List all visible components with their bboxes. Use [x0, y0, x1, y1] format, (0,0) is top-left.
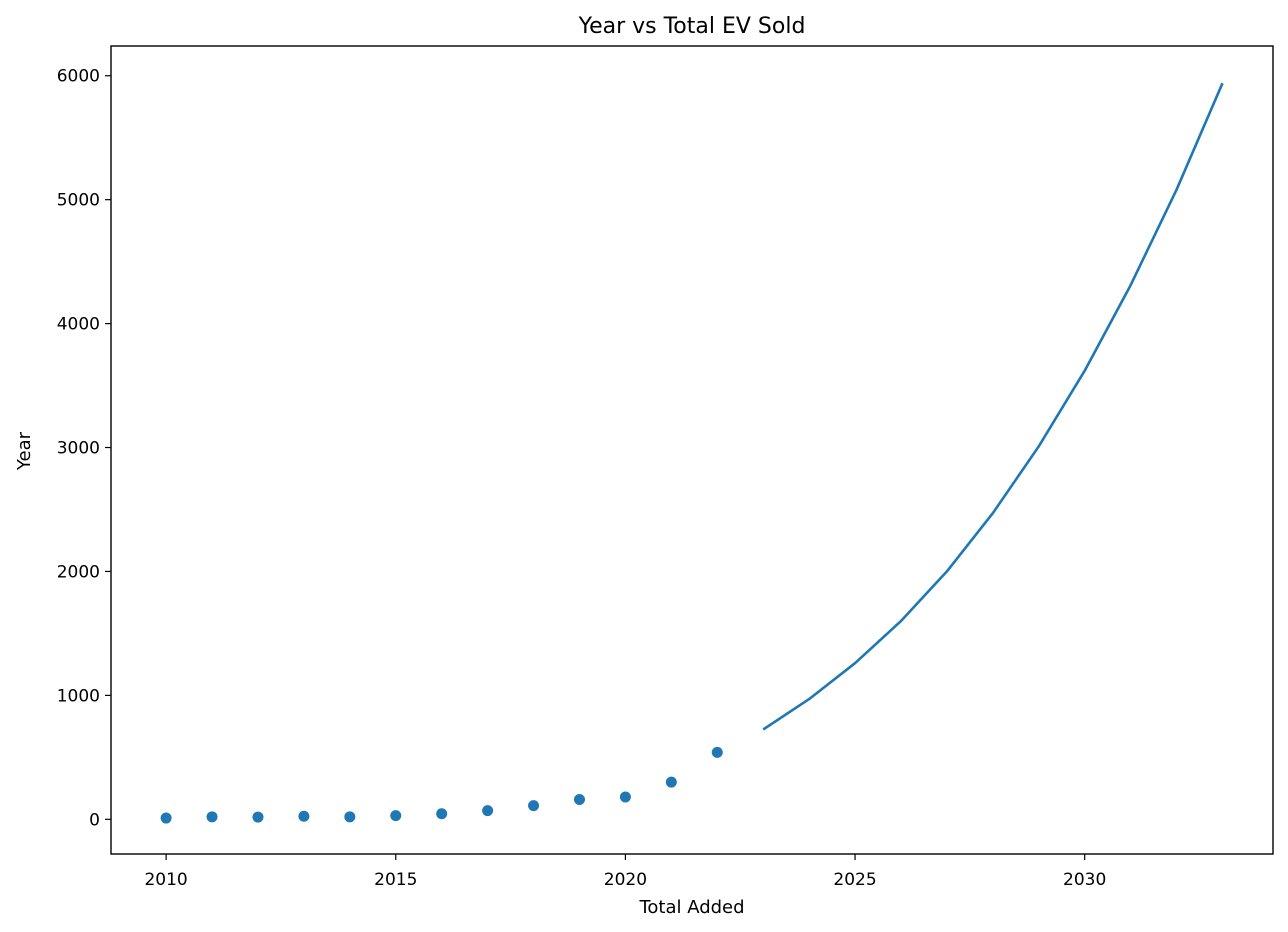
- x-tick-label: 2010: [144, 870, 187, 890]
- x-tick-label: 2030: [1063, 870, 1106, 890]
- y-tick-label: 1000: [57, 686, 100, 706]
- scatter-point: [528, 800, 540, 812]
- scatter-point: [206, 811, 218, 823]
- scatter-point: [619, 791, 631, 803]
- y-tick-label: 6000: [57, 67, 100, 87]
- forecast-line: [762, 82, 1224, 731]
- scatter-point: [711, 746, 723, 758]
- x-axis: 2010 2015 2020 2025 2030: [144, 854, 1106, 890]
- y-axis-label: Year: [14, 431, 35, 471]
- plot-area: [160, 82, 1224, 824]
- x-tick-label: 2025: [833, 870, 876, 890]
- scatter-point: [252, 811, 264, 823]
- scatter-point: [160, 812, 172, 824]
- y-tick-label: 4000: [57, 315, 100, 335]
- y-tick-label: 2000: [57, 562, 100, 582]
- scatter-point: [436, 808, 448, 820]
- plot-frame: [110, 45, 1274, 855]
- x-axis-label: Total Added: [638, 897, 744, 918]
- y-axis: 0 1000 2000 3000 4000 5000 6000: [57, 67, 111, 830]
- scatter-point: [298, 810, 310, 822]
- y-tick-label: 5000: [57, 191, 100, 211]
- y-tick-label: 3000: [57, 439, 100, 459]
- y-tick-label: 0: [89, 810, 100, 830]
- scatter-point: [344, 811, 356, 823]
- x-tick-label: 2015: [374, 870, 417, 890]
- scatter-point: [573, 793, 585, 805]
- scatter-point: [665, 776, 677, 788]
- chart-title: Year vs Total EV Sold: [578, 14, 806, 39]
- scatter-point: [482, 805, 494, 817]
- x-tick-label: 2020: [604, 870, 647, 890]
- scatter-point: [390, 810, 402, 822]
